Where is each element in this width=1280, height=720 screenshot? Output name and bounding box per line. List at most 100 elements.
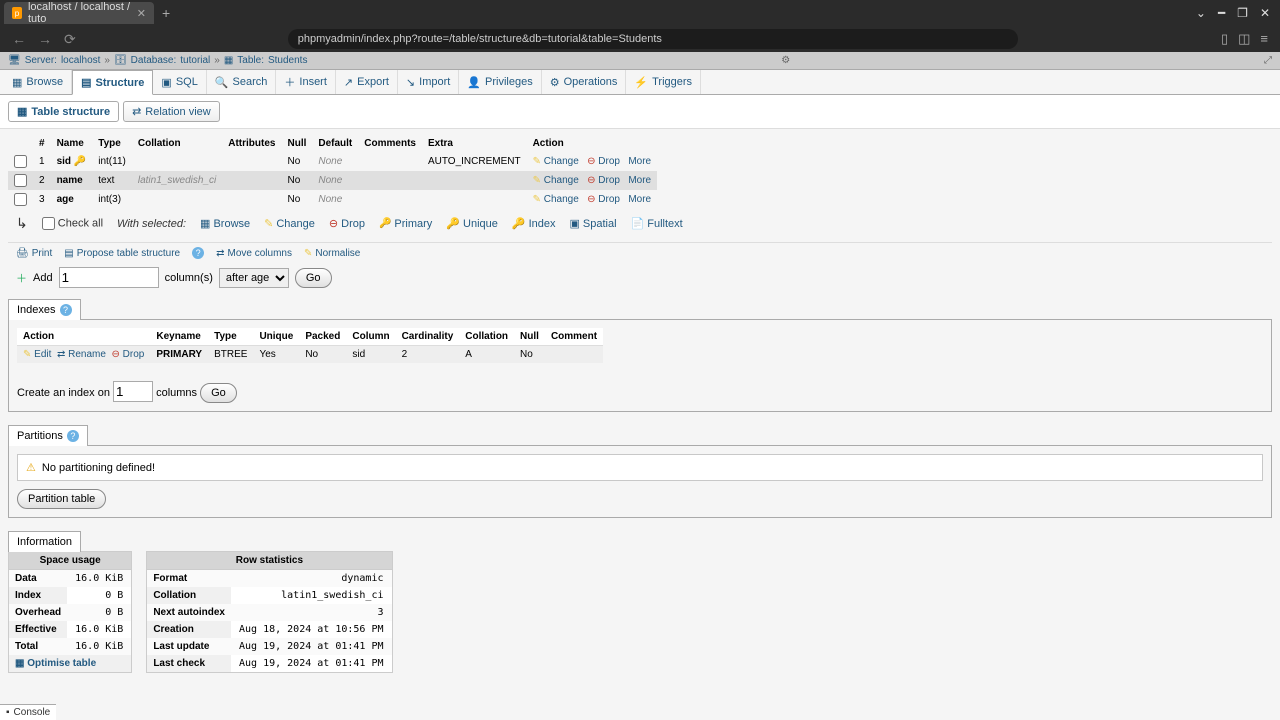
more-link[interactable]: More	[628, 156, 651, 167]
change-link[interactable]: ✎ Change	[533, 156, 579, 167]
tab-triggers[interactable]: ⚡Triggers	[626, 70, 701, 94]
tab-insert[interactable]: ＋Insert	[276, 70, 336, 94]
back-button[interactable]: ←	[12, 31, 26, 47]
url-field[interactable]: phpmyadmin/index.php?route=/table/struct…	[288, 29, 1018, 49]
drop-link[interactable]: ⊖ Drop	[587, 175, 620, 186]
menu-icon[interactable]: ≡	[1260, 31, 1268, 47]
drop-link[interactable]: ⊖ Drop	[587, 194, 620, 205]
move-columns-link[interactable]: ⇄Move columns	[216, 248, 292, 259]
tab-relation-view[interactable]: ⇄ Relation view	[123, 101, 220, 122]
col-header: Null	[281, 135, 312, 152]
gear-icon[interactable]: ⚙	[781, 55, 790, 66]
help-icon[interactable]: ?	[67, 430, 79, 442]
col-comments	[358, 171, 422, 190]
col-default: None	[312, 152, 358, 171]
new-tab-button[interactable]: +	[154, 5, 178, 21]
index-go-button[interactable]: Go	[200, 383, 237, 403]
normalise-link[interactable]: ✎Normalise	[304, 248, 360, 259]
tab-search[interactable]: 🔍Search	[207, 70, 277, 94]
browser-tab[interactable]: p localhost / localhost / tuto ✕	[4, 2, 154, 24]
exit-icon[interactable]: ⤢	[1264, 55, 1272, 66]
add-label: Add	[33, 272, 53, 284]
tab-privileges[interactable]: 👤Privileges	[459, 70, 541, 94]
more-link[interactable]: More	[628, 194, 651, 205]
close-tab-icon[interactable]: ✕	[137, 7, 146, 20]
indexes-box: ActionKeynameTypeUniquePackedColumnCardi…	[8, 319, 1272, 412]
spatial-icon: ▣	[570, 217, 580, 230]
bulk-unique[interactable]: 🔑Unique	[446, 217, 498, 230]
tab-browse[interactable]: ▦Browse	[4, 70, 72, 94]
checkall-checkbox[interactable]	[42, 217, 55, 230]
bulk-spatial[interactable]: ▣Spatial	[570, 217, 617, 230]
drop-link[interactable]: ⊖ Drop	[587, 156, 620, 167]
add-count-input[interactable]	[59, 267, 159, 288]
more-link[interactable]: More	[628, 175, 651, 186]
forward-button[interactable]: →	[38, 31, 52, 47]
rename-link[interactable]: ⇄ Rename	[57, 349, 106, 360]
window-controls: ⌄ ━ ❐ ✕	[1196, 6, 1280, 20]
change-link[interactable]: ✎ Change	[533, 194, 579, 205]
rowstats-caption: Row statistics	[146, 551, 392, 569]
server-label: Server:	[25, 55, 57, 66]
optimise-link[interactable]: ▦ Optimise table	[15, 658, 96, 669]
fulltext-icon: 📄	[631, 217, 645, 230]
tab-sql[interactable]: ▣SQL	[153, 70, 206, 94]
idx-header: Type	[208, 328, 253, 346]
server-link[interactable]: localhost	[61, 55, 100, 66]
col-collation: latin1_swedish_ci	[132, 171, 222, 190]
bulk-drop[interactable]: ⊖Drop	[329, 217, 365, 230]
minimize-icon[interactable]: ━	[1218, 6, 1225, 20]
sub-tabs: ▦ Table structure ⇄ Relation view	[0, 95, 1280, 129]
col-collation	[132, 152, 222, 171]
info-row: Collationlatin1_swedish_ci	[147, 587, 392, 604]
tab-structure[interactable]: ▤Structure	[72, 70, 153, 95]
row-checkbox[interactable]	[14, 155, 27, 168]
bulk-fulltext[interactable]: 📄Fulltext	[631, 217, 683, 230]
drop-index-link[interactable]: ⊖ Drop	[112, 349, 145, 360]
bulk-browse[interactable]: ▦Browse	[200, 217, 250, 230]
row-checkbox[interactable]	[14, 174, 27, 187]
chevron-down-icon[interactable]: ⌄	[1196, 6, 1206, 20]
bulk-change[interactable]: ✎Change	[264, 217, 315, 230]
tab-table-structure[interactable]: ▦ Table structure	[8, 101, 119, 122]
tab-export[interactable]: ↗Export	[336, 70, 398, 94]
propose-icon: ▤	[64, 248, 73, 259]
edit-link[interactable]: ✎ Edit	[23, 349, 51, 360]
tab-import[interactable]: ↘Import	[398, 70, 459, 94]
col-header: Extra	[422, 135, 527, 152]
url-text: phpmyadmin/index.php?route=/table/struct…	[298, 33, 662, 45]
propose-link[interactable]: ▤Propose table structure	[64, 248, 180, 259]
help-icon[interactable]: ?	[192, 247, 204, 259]
tab-icon: ↗	[344, 76, 353, 89]
col-header: Type	[92, 135, 132, 152]
checkall-label[interactable]: Check all	[42, 217, 103, 230]
print-link[interactable]: 🖨Print	[16, 248, 52, 259]
console-bar[interactable]: ▪ Console	[0, 704, 56, 720]
extensions-icon[interactable]: ◫	[1238, 31, 1250, 47]
help-icon[interactable]: ?	[60, 304, 72, 316]
tab-icon: ▤	[81, 76, 91, 89]
add-position-select[interactable]: after age	[219, 268, 289, 288]
reload-button[interactable]: ⟳	[64, 31, 76, 48]
table-link[interactable]: Students	[268, 55, 307, 66]
bulk-index[interactable]: 🔑Index	[512, 217, 556, 230]
col-comments	[358, 152, 422, 171]
tab-icon: ⚡	[634, 76, 648, 89]
row-checkbox[interactable]	[14, 193, 27, 206]
table-icon: ▦	[224, 55, 233, 66]
index-columns-input[interactable]	[113, 381, 153, 402]
reader-icon[interactable]: ▯	[1221, 31, 1228, 47]
info-tables: Space usageData16.0 KiBIndex0 BOverhead0…	[0, 551, 1280, 673]
tab-operations[interactable]: ⚙Operations	[542, 70, 627, 94]
partition-table-button[interactable]: Partition table	[17, 489, 106, 509]
db-link[interactable]: tutorial	[180, 55, 210, 66]
maximize-icon[interactable]: ❐	[1237, 6, 1248, 20]
col-header: Collation	[132, 135, 222, 152]
unique-icon: 🔑	[446, 217, 460, 230]
change-link[interactable]: ✎ Change	[533, 175, 579, 186]
partition-warning: ⚠ No partitioning defined!	[17, 454, 1263, 481]
add-go-button[interactable]: Go	[295, 268, 332, 288]
tab-icon: ↘	[406, 76, 415, 89]
bulk-primary[interactable]: 🔑Primary	[379, 218, 432, 230]
close-window-icon[interactable]: ✕	[1260, 6, 1270, 20]
